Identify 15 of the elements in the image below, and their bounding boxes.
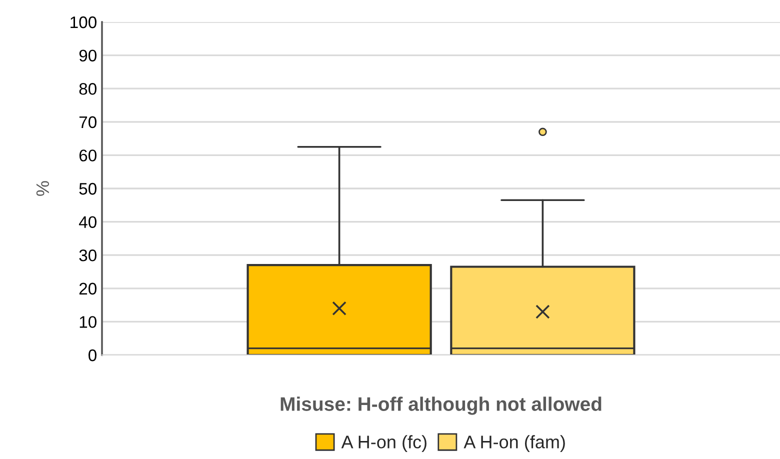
y-tick-label: 90 (79, 50, 96, 62)
y-tick-label: 40 (78, 216, 96, 228)
y-tick-label: 50 (79, 182, 96, 195)
y-tick-label: 10 (80, 316, 96, 328)
y-tick-label: 70 (79, 116, 96, 128)
y-tick-label: 80 (79, 83, 96, 95)
y-tick-label: 30 (79, 250, 96, 262)
y-tick-label: 100 (70, 16, 96, 28)
y-tick-label: 60 (79, 150, 96, 162)
legend-label: A H-on (fam) (464, 435, 565, 452)
y-axis-title: % (36, 181, 50, 196)
y-tick-label: 0 (88, 349, 96, 362)
y-tick-label: 20 (79, 282, 96, 295)
legend-label: A H-on (fc) (341, 435, 426, 452)
x-tick-label: Misuse: H-off although not allowed (280, 396, 602, 415)
